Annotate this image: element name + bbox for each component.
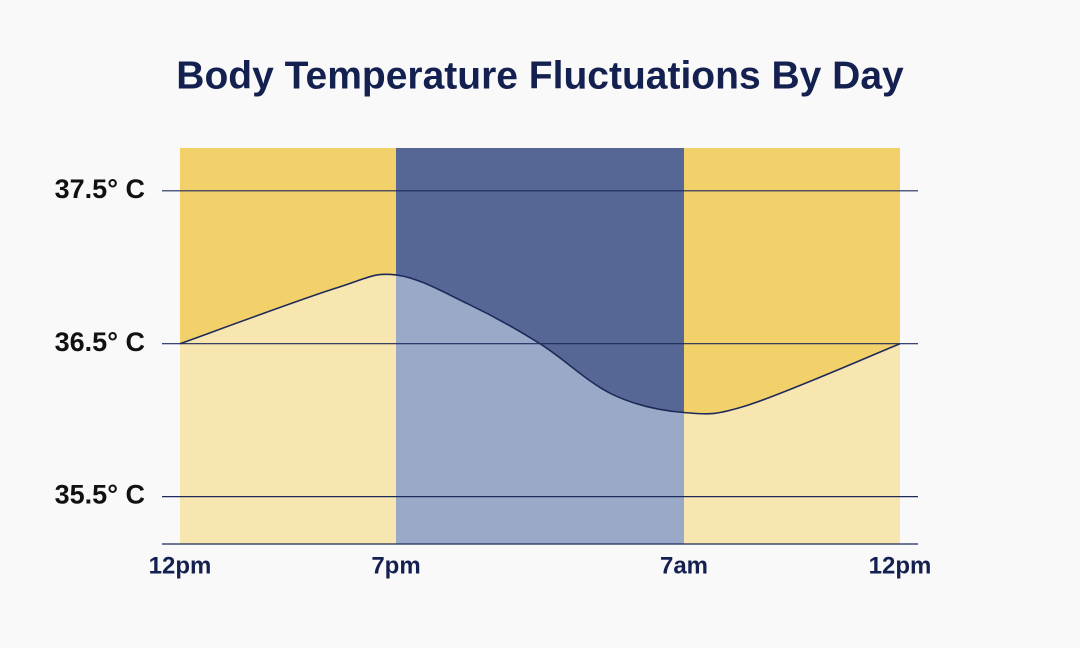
y-tick-label: 35.5° C <box>55 480 145 510</box>
chart-title: Body Temperature Fluctuations By Day <box>176 54 904 97</box>
x-tick-label: 7pm <box>371 552 420 579</box>
band-lower <box>180 274 396 544</box>
temperature-line <box>179 273 901 415</box>
x-tick-label: 12pm <box>149 552 212 579</box>
x-tick-label: 12pm <box>869 552 932 579</box>
band-lower <box>396 274 684 544</box>
y-tick-label: 37.5° C <box>55 174 145 204</box>
x-tick-label: 7am <box>660 552 708 579</box>
y-tick-label: 36.5° C <box>55 327 145 357</box>
band-lower <box>684 343 900 544</box>
